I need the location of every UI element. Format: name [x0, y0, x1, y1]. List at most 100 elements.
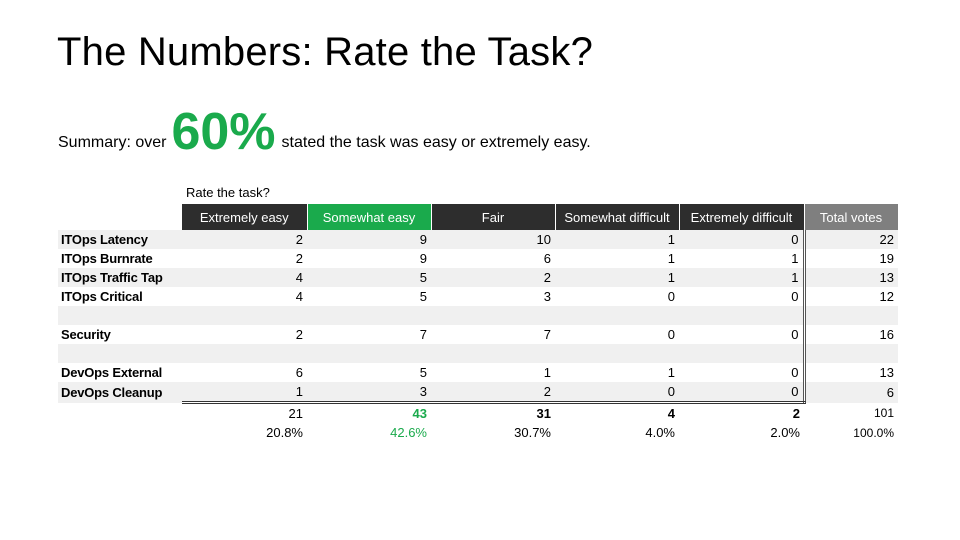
header-row: Extremely easy Somewhat easy Fair Somewh… [58, 204, 899, 230]
total-extremely-easy: 21 [288, 406, 303, 421]
table-cell: 19 [879, 251, 894, 266]
percent-label [58, 423, 182, 442]
table-cell: 6 [543, 251, 551, 266]
row-label: ITOps Traffic Tap [58, 268, 182, 287]
table-cell: 5 [419, 365, 427, 380]
table-row: DevOps External 6 5 1 1 0 13 [58, 363, 898, 382]
table-cell: 7 [543, 327, 551, 342]
row-label: ITOps Latency [58, 230, 182, 249]
row-label: DevOps Cleanup [58, 382, 182, 403]
percent-total: 100.0% [853, 425, 894, 440]
table-cell: 2 [295, 327, 303, 342]
table-cell: 3 [307, 382, 431, 404]
summary-suffix: stated the task was easy or extremely ea… [281, 134, 591, 151]
table-cell: 6 [295, 365, 303, 380]
table-cell [555, 344, 679, 363]
table-cell: 0 [667, 327, 675, 342]
table-cell: 12 [879, 289, 894, 304]
percent-row: 20.8% 42.6% 30.7% 4.0% 2.0% 100.0% [58, 423, 898, 442]
table-cell [679, 344, 806, 363]
percent-fair: 30.7% [514, 425, 551, 440]
row-label: DevOps External [61, 365, 163, 380]
totals-row: 21 43 31 4 2 101 [58, 403, 898, 424]
table-cell: 9 [419, 251, 427, 266]
header-somewhat-easy: Somewhat easy [307, 204, 432, 230]
table-cell: 4 [295, 289, 303, 304]
table-cell: 22 [804, 230, 898, 249]
table-cell: 6 [804, 382, 898, 403]
table-cell: 5 [307, 268, 431, 287]
table-cell: 4 [182, 268, 307, 287]
table-caption: Rate the task? [186, 185, 270, 200]
summary-line: Summary: over 60% stated the task was ea… [58, 92, 591, 158]
table-cell: 1 [543, 365, 551, 380]
table-cell [307, 344, 431, 363]
row-label [58, 306, 182, 325]
row-label: Security [61, 327, 111, 342]
table-cell: 1 [679, 268, 806, 287]
table-cell: 5 [419, 289, 427, 304]
summary-prefix: Summary: over [58, 134, 167, 151]
percent-somewhat-easy: 42.6% [390, 425, 427, 440]
table-cell: 1 [555, 230, 679, 249]
table-cell: 0 [679, 382, 806, 404]
totals-label [58, 403, 182, 424]
table-cell: 0 [679, 287, 806, 306]
table-cell: 2 [431, 382, 555, 404]
total-somewhat-easy: 43 [412, 406, 427, 421]
table-cell [307, 306, 431, 325]
header-extremely-easy: Extremely easy [182, 204, 308, 230]
header-total-votes: Total votes [804, 204, 899, 230]
table-cell: 1 [679, 249, 806, 268]
total-votes: 101 [873, 405, 894, 420]
table-cell: 13 [879, 365, 894, 380]
table-cell [804, 344, 898, 363]
table-cell: 1 [555, 268, 679, 287]
table-cell: 0 [679, 363, 806, 382]
header-somewhat-difficult: Somewhat difficult [555, 204, 680, 230]
table-row: ITOps Traffic Tap 4 5 2 1 1 13 [58, 268, 898, 287]
table-cell: 0 [679, 230, 806, 249]
table-cell: 9 [307, 230, 431, 249]
table-cell [804, 306, 898, 325]
table-row: Security 2 7 7 0 0 16 [58, 325, 898, 344]
summary-highlight: 60% [171, 103, 276, 161]
slide-title: The Numbers: Rate the Task? [57, 30, 594, 74]
table-row [58, 306, 898, 325]
table-cell [679, 306, 806, 325]
table-cell: 1 [667, 365, 675, 380]
percent-extremely-easy: 20.8% [266, 425, 303, 440]
row-label [58, 344, 182, 363]
row-label: ITOps Burnrate [61, 251, 153, 266]
header-fair: Fair [431, 204, 556, 230]
table-cell: 2 [182, 230, 307, 249]
table-cell [555, 306, 679, 325]
table-cell: 13 [804, 268, 898, 287]
table-row: ITOps Critical 4 5 3 0 0 12 [58, 287, 898, 306]
table-cell [182, 344, 307, 363]
table-cell: 1 [667, 251, 675, 266]
table-cell [431, 306, 555, 325]
table-cell: 7 [419, 327, 427, 342]
table-cell: 0 [667, 289, 675, 304]
table-row: ITOps Latency 2 9 10 1 0 22 [58, 230, 898, 249]
header-extremely-difficult: Extremely difficult [679, 204, 805, 230]
table-cell: 2 [295, 251, 303, 266]
results-table: Extremely easy Somewhat easy Fair Somewh… [58, 204, 899, 442]
percent-somewhat-difficult: 4.0% [645, 425, 675, 440]
header-blank [58, 204, 182, 230]
total-extremely-difficult: 2 [792, 406, 800, 421]
table-cell: 10 [431, 230, 555, 249]
table-cell: 3 [543, 289, 551, 304]
table-cell [182, 306, 307, 325]
table-cell: 1 [182, 382, 307, 404]
table-cell [431, 344, 555, 363]
table-cell: 2 [431, 268, 555, 287]
table-cell: 16 [879, 327, 894, 342]
table-row [58, 344, 898, 363]
table-cell: 0 [679, 325, 806, 344]
percent-extremely-difficult: 2.0% [770, 425, 800, 440]
row-label: ITOps Critical [61, 289, 143, 304]
total-somewhat-difficult: 4 [667, 406, 675, 421]
table-cell: 0 [555, 382, 679, 404]
